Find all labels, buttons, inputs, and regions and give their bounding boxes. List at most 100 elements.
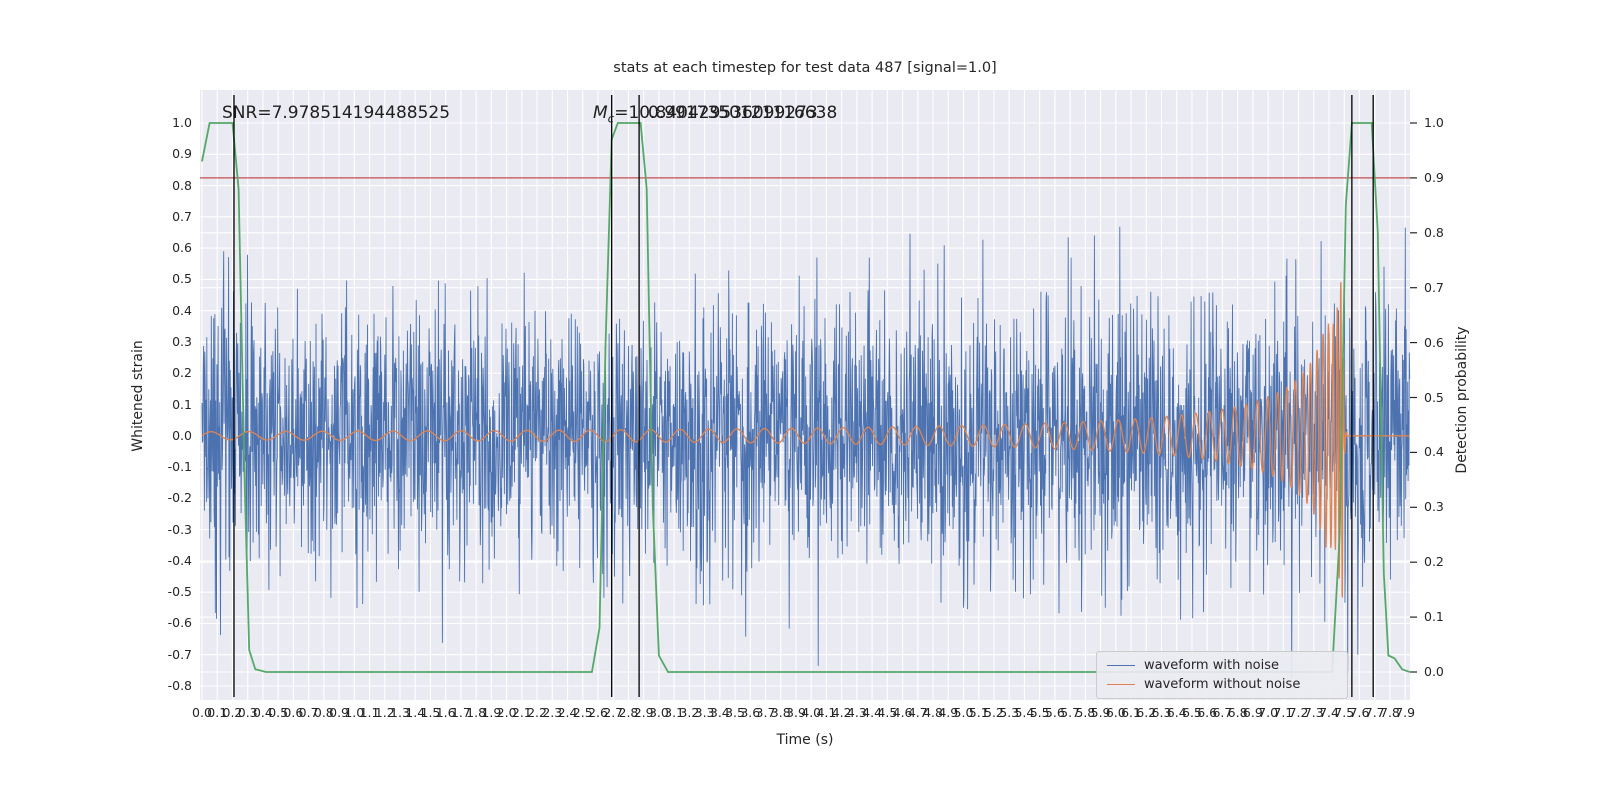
x-axis-tick-label: 3.4 (709, 705, 730, 720)
x-axis-tick-label: 7.7 (1364, 705, 1385, 720)
x-axis-tick-label: 4.7 (907, 705, 928, 720)
detection-probability-line (201, 122, 1411, 673)
x-axis-tick-label: 6.7 (1212, 705, 1233, 720)
x-axis-tick-label: 5.3 (999, 705, 1020, 720)
x-axis-tick-label: 5.9 (1090, 705, 1111, 720)
x-axis-tick-label: 2.7 (603, 705, 624, 720)
x-axis-tick-label: 5.8 (1075, 705, 1096, 720)
annotation-snr: SNR=7.978514194488525 (222, 103, 451, 123)
legend-line-orange (1107, 684, 1135, 685)
x-axis-tick-label: 2.0 (496, 705, 517, 720)
legend-label: waveform with noise (1144, 658, 1280, 673)
y-axis-right-tick-label: 0.7 (1424, 279, 1444, 295)
x-axis-tick-label: 6.4 (1166, 705, 1187, 720)
x-axis-tick-label: 1.1 (359, 705, 380, 720)
y-axis-left-tick-label: -0.3 (167, 521, 192, 537)
x-axis-tick-label: 5.4 (1014, 705, 1035, 720)
x-axis-tick-label: 4.2 (831, 705, 852, 720)
x-axis-tick-label: 6.1 (1121, 705, 1141, 720)
x-axis-tick-label: 7.4 (1319, 705, 1339, 720)
x-axis-tick-label: 2.9 (633, 705, 654, 720)
waveform-without-noise-line (201, 282, 1410, 598)
x-axis-tick-label: 0.1 (207, 705, 228, 720)
legend: waveform with noise waveform without noi… (1096, 651, 1348, 699)
x-axis-tick-label: 2.6 (588, 705, 608, 720)
x-axis-tick-label: 0.5 (268, 705, 289, 720)
x-axis-tick-label: 4.8 (923, 705, 943, 720)
legend-item-noise: waveform with noise (1107, 658, 1337, 673)
y-axis-right-tick-label: 0.1 (1424, 609, 1444, 625)
x-axis-tick-label: 4.6 (892, 705, 913, 720)
x-axis-tick-label: 1.2 (374, 705, 395, 720)
chirp-mass-subscript: c (607, 111, 615, 126)
y-axis-right-tick-label: 0.6 (1424, 334, 1444, 350)
y-axis-left-tick-label: 0.9 (172, 146, 192, 162)
y-axis-left-tick-label: -0.8 (167, 678, 192, 693)
x-axis-tick-label: 3.1 (664, 705, 685, 720)
y-axis-left-tick-label: 0.6 (172, 240, 192, 256)
y-axis-right-tick-label: 0.4 (1424, 444, 1444, 460)
x-axis-tick-label: 0.3 (237, 705, 258, 720)
x-axis-tick-label: 4.1 (816, 705, 837, 720)
x-axis-tick-label: 0.6 (283, 705, 304, 720)
y-axis-left-tick-label: 0.1 (172, 396, 192, 412)
x-axis-tick-label: 4.3 (846, 705, 867, 720)
x-axis-tick-label: 1.8 (466, 705, 487, 720)
x-axis-tick-label: 1.4 (405, 705, 426, 720)
y-axis-left-tick-label: -0.1 (167, 459, 192, 475)
x-axis-tick-label: 3.2 (679, 705, 700, 720)
x-axis-tick-label: 1.0 (344, 705, 365, 720)
x-axis-tick-label: 1.5 (420, 705, 441, 720)
x-axis-tick-label: 7.0 (1258, 705, 1279, 720)
x-axis-tick-label: 6.0 (1105, 705, 1126, 720)
x-axis-tick-label: 0.7 (298, 705, 319, 720)
x-axis-tick-label: 3.0 (648, 705, 669, 720)
x-axis-tick-label: 3.3 (694, 705, 715, 720)
chirp-mass-symbol: M (593, 103, 608, 123)
x-axis-label: Time (s) (776, 732, 834, 748)
y-axis-left-tick-label: 0.7 (172, 208, 192, 224)
y-axis-right-tick-label: 0.8 (1424, 224, 1444, 240)
legend-item-clean: waveform without noise (1107, 677, 1337, 692)
x-axis-tick-label: 2.1 (511, 705, 532, 720)
y-axis-right-tick-label: 1.0 (1424, 115, 1444, 130)
x-axis-tick-label: 4.5 (877, 705, 898, 720)
x-axis-tick-label: 0.9 (329, 705, 350, 720)
x-axis-tick-label: 5.7 (1060, 705, 1081, 720)
x-axis-tick-label: 4.9 (938, 705, 959, 720)
x-axis-tick-label: 6.2 (1136, 705, 1157, 720)
x-axis-tick-label: 1.7 (450, 705, 471, 720)
x-axis-tick-label: 2.8 (618, 705, 639, 720)
x-axis-tick-label: 6.9 (1242, 705, 1263, 720)
x-axis-tick-label: 3.9 (786, 705, 806, 720)
x-axis-tick-label: 3.5 (725, 705, 745, 720)
x-axis-tick-label: 0.4 (252, 705, 273, 720)
x-axis-tick-label: 0.2 (222, 705, 243, 720)
x-axis-tick-label: 3.6 (740, 705, 761, 720)
y-axis-left-tick-label: -0.2 (167, 490, 192, 506)
y-axis-left-tick-label: -0.6 (167, 615, 192, 631)
y-axis-left-tick-label: 0.4 (172, 302, 192, 318)
x-axis-tick-label: 7.8 (1379, 705, 1400, 720)
x-axis-tick-label: 5.2 (984, 705, 1004, 720)
x-axis-tick-label: 7.1 (1273, 705, 1294, 720)
x-axis-tick-label: 6.5 (1181, 705, 1202, 720)
x-axis-tick-label: 0.0 (192, 705, 212, 720)
x-axis-tick-label: 6.6 (1197, 705, 1218, 720)
legend-label: waveform without noise (1144, 677, 1301, 692)
y-axis-right-tick-label: 0.0 (1424, 664, 1444, 679)
x-axis-tick-label: 6.3 (1151, 705, 1172, 720)
x-axis-tick-label: 1.3 (390, 705, 410, 720)
y-axis-left-tick-label: 0.2 (172, 365, 192, 381)
y-axis-left-tick-label: 1.0 (172, 115, 192, 130)
chart-title: stats at each timestep for test data 487… (613, 60, 997, 76)
x-axis-tick-label: 1.9 (481, 705, 502, 720)
x-axis-tick-label: 7.5 (1334, 705, 1355, 720)
y-axis-left-tick-label: -0.7 (167, 646, 192, 662)
y-axis-right-tick-label: 0.9 (1424, 169, 1444, 185)
x-axis-tick-label: 2.4 (557, 705, 578, 720)
x-axis-tick-label: 7.3 (1303, 705, 1324, 720)
x-axis-tick-label: 1.6 (435, 705, 456, 720)
